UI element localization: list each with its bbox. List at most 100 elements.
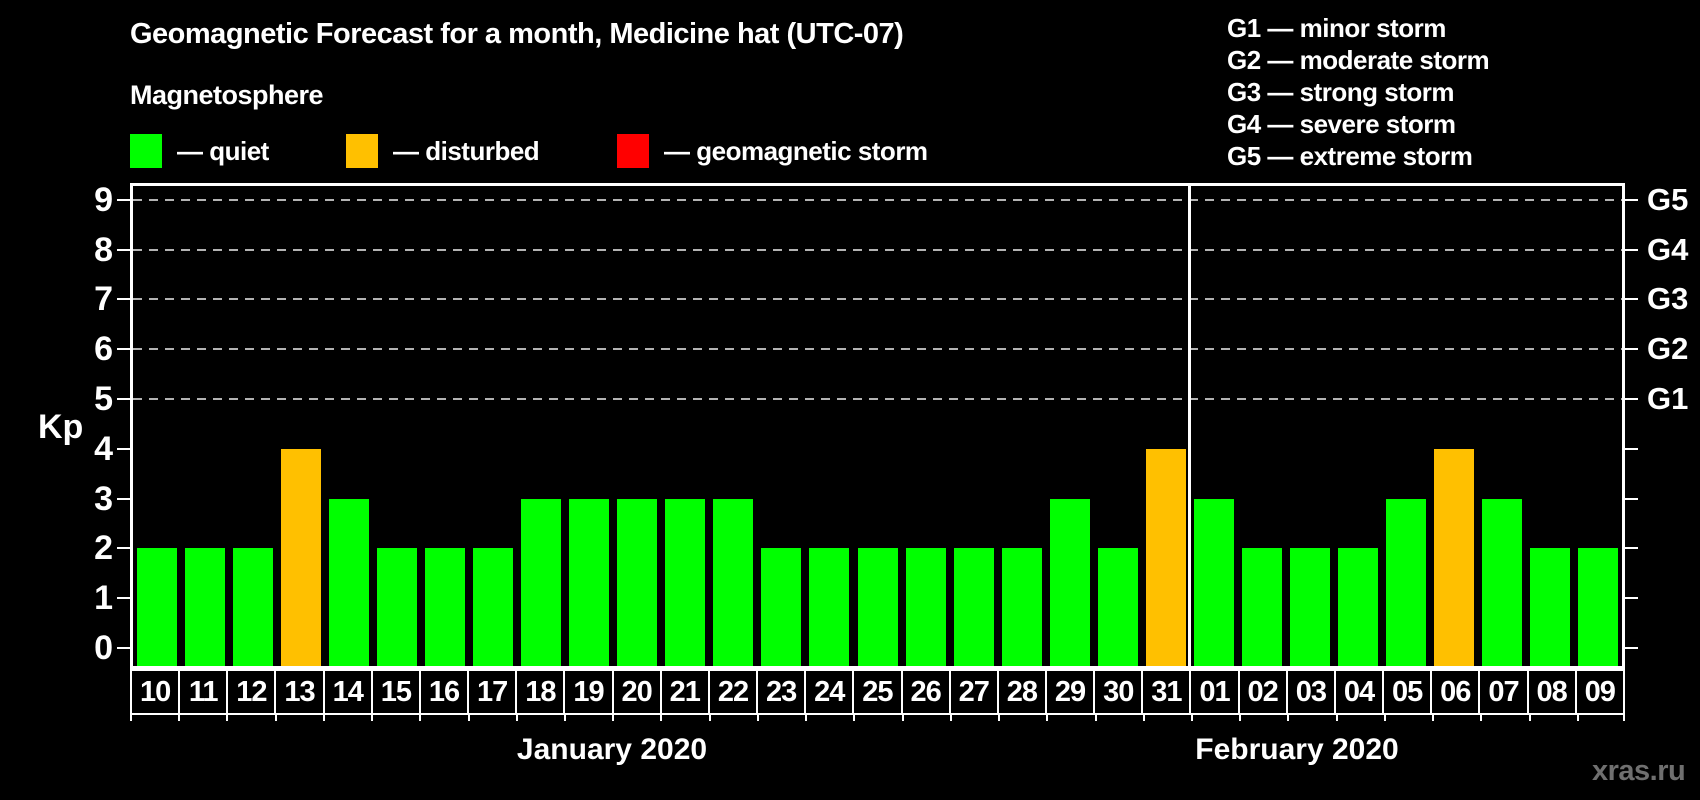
date-axis-tick bbox=[1239, 713, 1242, 721]
kp-bar-february-06 bbox=[1433, 448, 1474, 666]
date-axis-tick bbox=[1287, 713, 1290, 721]
y-axis-label-2: 2 bbox=[94, 529, 113, 568]
date-cell-february-05: 05 bbox=[1382, 669, 1433, 715]
kp-bar-january-29 bbox=[1049, 498, 1090, 666]
disturbed-color-swatch bbox=[346, 134, 378, 168]
date-axis-tick bbox=[612, 713, 615, 721]
kp-bar-january-18 bbox=[521, 498, 562, 666]
date-cell-january-14: 14 bbox=[322, 669, 373, 715]
kp-bar-january-23 bbox=[761, 548, 802, 666]
y-axis-tick-5 bbox=[117, 398, 130, 400]
date-axis-tick bbox=[467, 713, 470, 721]
kp-bar-january-10 bbox=[137, 548, 178, 666]
legend-label-quiet: — quiet bbox=[177, 135, 269, 166]
kp-bar-january-30 bbox=[1097, 548, 1138, 666]
y-axis-label-6: 6 bbox=[94, 330, 113, 369]
date-axis-tick bbox=[1623, 713, 1625, 721]
date-axis-tick bbox=[1480, 713, 1483, 721]
date-cell-january-25: 25 bbox=[852, 669, 903, 715]
date-cell-january-23: 23 bbox=[756, 669, 807, 715]
date-axis-tick bbox=[1094, 713, 1097, 721]
date-axis-tick bbox=[998, 713, 1001, 721]
kp-bar-february-01 bbox=[1193, 498, 1234, 666]
kp-bar-february-08 bbox=[1529, 548, 1570, 666]
date-cell-january-22: 22 bbox=[707, 669, 759, 715]
kp-bar-january-15 bbox=[377, 548, 418, 666]
y-axis-tick-6 bbox=[117, 348, 130, 351]
right-axis-tick-6 bbox=[1625, 348, 1638, 351]
right-axis-label-g2: G2 bbox=[1647, 331, 1689, 367]
gridline-kp6 bbox=[133, 348, 1622, 351]
month-label-january: January 2020 bbox=[516, 733, 708, 766]
date-cell-february-04: 04 bbox=[1333, 669, 1385, 715]
date-axis: 10 11 12 13 14 15 16 17 18 19 20 21 22 23 24 25 26 27 28 29… bbox=[130, 669, 1625, 715]
month-label-february: February 2020 bbox=[1195, 733, 1399, 766]
y-axis-label-7: 7 bbox=[94, 280, 113, 319]
date-cell-january-27: 27 bbox=[948, 669, 999, 715]
g-legend-line-g4: G4 — severe storm bbox=[1227, 109, 1456, 139]
right-axis-tick-7 bbox=[1625, 298, 1638, 301]
kp-bar-february-04 bbox=[1337, 548, 1378, 666]
kp-bar-january-13 bbox=[281, 448, 322, 666]
gridline-kp7 bbox=[133, 298, 1622, 301]
kp-bar-january-12 bbox=[233, 548, 274, 666]
date-cell-january-30: 30 bbox=[1093, 669, 1144, 715]
y-axis-label-8: 8 bbox=[94, 230, 113, 269]
kp-bar-january-31 bbox=[1145, 448, 1186, 666]
kp-bar-january-24 bbox=[809, 548, 850, 666]
right-axis-tick-8 bbox=[1625, 248, 1638, 251]
right-axis-label-g5: G5 bbox=[1647, 181, 1689, 217]
date-axis-tick bbox=[515, 713, 518, 721]
date-axis-tick bbox=[660, 713, 663, 721]
date-axis-tick bbox=[708, 713, 711, 721]
kp-bar-february-07 bbox=[1481, 498, 1522, 666]
kp-bar-january-14 bbox=[329, 498, 370, 666]
legend-item-disturbed: — disturbed bbox=[346, 133, 540, 169]
date-axis-tick bbox=[1335, 713, 1338, 721]
y-axis-tick-7 bbox=[117, 298, 130, 301]
kp-bar-january-22 bbox=[713, 498, 754, 666]
date-axis-tick bbox=[274, 713, 277, 721]
plot-area bbox=[130, 183, 1625, 669]
date-cell-february-02: 02 bbox=[1237, 669, 1288, 715]
g-legend-line-g1: G1 — minor storm bbox=[1227, 13, 1446, 43]
right-axis-tick-0 bbox=[1625, 647, 1638, 649]
date-axis-tick bbox=[1142, 713, 1145, 721]
watermark: xras.ru bbox=[1592, 755, 1686, 787]
date-cell-january-18: 18 bbox=[515, 669, 566, 715]
legend-label-storm: — geomagnetic storm bbox=[664, 135, 928, 166]
date-cell-february-07: 07 bbox=[1478, 669, 1529, 715]
kp-bar-january-19 bbox=[569, 498, 610, 666]
g-scale-legend: G1 — minor storm G2 — moderate storm G3 … bbox=[1227, 12, 1490, 172]
date-axis-tick bbox=[1190, 713, 1193, 721]
gridline-kp5 bbox=[133, 398, 1622, 400]
y-axis-label-5: 5 bbox=[94, 380, 113, 418]
kp-bar-january-25 bbox=[857, 548, 898, 666]
date-axis-tick bbox=[564, 713, 567, 721]
right-axis-tick-2 bbox=[1625, 547, 1638, 550]
date-cell-january-17: 17 bbox=[467, 669, 518, 715]
y-axis-label-4: 4 bbox=[94, 429, 113, 468]
date-axis-tick bbox=[1576, 713, 1579, 721]
y-axis-label-9: 9 bbox=[94, 180, 113, 219]
y-axis-label-0: 0 bbox=[94, 629, 113, 667]
date-axis-tick bbox=[949, 713, 952, 721]
kp-bar-february-03 bbox=[1289, 548, 1330, 666]
y-axis-tick-2 bbox=[117, 547, 130, 550]
date-axis-tick bbox=[226, 713, 229, 721]
date-axis-tick bbox=[853, 713, 856, 721]
kp-bar-january-28 bbox=[1001, 548, 1042, 666]
date-axis-tick bbox=[1432, 713, 1435, 721]
date-cell-january-21: 21 bbox=[659, 669, 710, 715]
kp-bar-january-26 bbox=[905, 548, 946, 666]
date-cell-february-01: 01 bbox=[1189, 669, 1240, 715]
right-axis-tick-4 bbox=[1625, 447, 1638, 450]
date-cell-february-03: 03 bbox=[1285, 669, 1336, 715]
date-axis-tick bbox=[371, 713, 374, 721]
kp-bar-january-16 bbox=[425, 548, 466, 666]
right-axis-tick-5 bbox=[1625, 398, 1638, 400]
g-legend-line-g3: G3 — strong storm bbox=[1227, 77, 1454, 107]
kp-bar-january-20 bbox=[617, 498, 658, 666]
right-axis-tick-9 bbox=[1625, 198, 1638, 201]
legend-item-quiet: — quiet bbox=[130, 133, 269, 169]
